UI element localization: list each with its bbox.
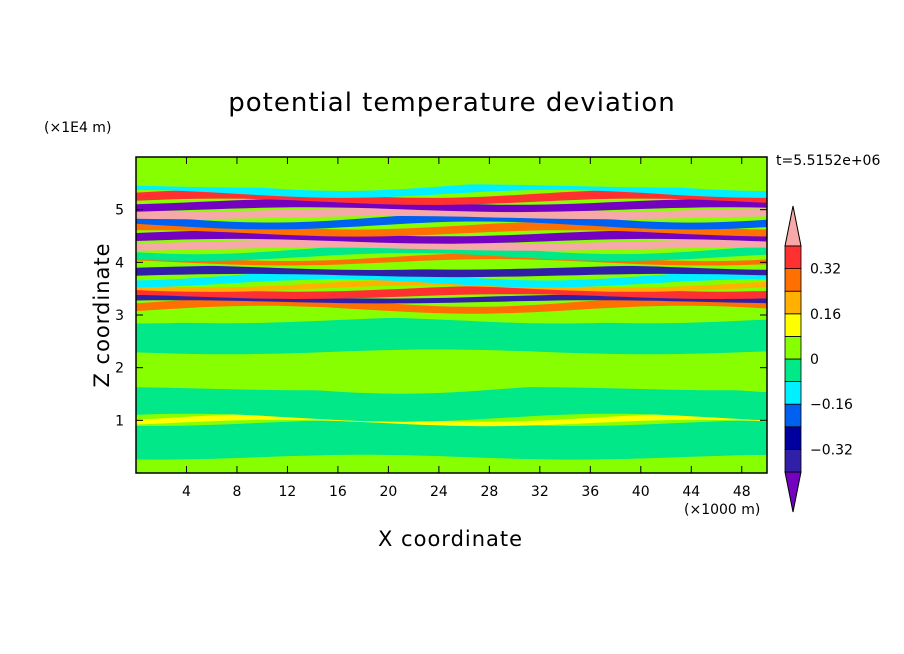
time-label: t=5.5152e+06 <box>776 153 881 169</box>
field-band <box>136 253 767 266</box>
colorbar-segment <box>784 358 802 383</box>
x-tick-label: 24 <box>430 484 448 500</box>
x-axis-unit: (×1000 m) <box>684 502 761 518</box>
colorbar-segment <box>784 290 802 315</box>
x-tick-label: 4 <box>182 484 191 500</box>
colorbar-segment <box>784 448 802 473</box>
colorbar-segment <box>784 313 802 337</box>
colorbar-segment <box>784 403 802 428</box>
x-tick-label: 28 <box>480 484 498 500</box>
colorbar-segment <box>784 426 802 450</box>
x-tick-label: 16 <box>329 484 347 500</box>
x-tick-label: 40 <box>632 484 650 500</box>
field-band <box>136 305 767 324</box>
field-band <box>136 349 767 391</box>
y-tick-label: 1 <box>115 413 124 429</box>
y-axis-unit: (×1E4 m) <box>44 120 112 136</box>
field-band <box>136 455 767 473</box>
colorbar-extend-high <box>784 205 802 247</box>
chart-title: potential temperature deviation <box>228 88 676 118</box>
y-tick-label: 4 <box>115 255 124 271</box>
field-band <box>136 207 767 220</box>
x-tick-label: 12 <box>279 484 297 500</box>
x-tick-label: 8 <box>232 484 241 500</box>
field-band <box>136 244 767 262</box>
field-band <box>136 239 767 251</box>
field-band <box>136 383 767 422</box>
x-axis-ticks: 4 8 12 16 20 24 28 32 36 40 44 48 <box>182 157 751 500</box>
colorbar-tick-label: −0.16 <box>810 397 853 413</box>
colorbar-tick-label: 0.32 <box>810 262 841 278</box>
colorbar-segment <box>784 268 802 292</box>
x-tick-label: 20 <box>379 484 397 500</box>
y-axis-ticks: 1 2 3 4 5 <box>115 203 767 429</box>
x-axis-label: X coordinate <box>378 527 524 551</box>
colorbar-segment <box>784 335 802 360</box>
x-tick-label: 44 <box>682 484 700 500</box>
colorbar-tick-label: 0.16 <box>810 307 841 323</box>
colorbar: 0.32 0.16 0 −0.16 −0.32 <box>784 205 853 513</box>
field-band <box>136 270 767 288</box>
contour-field <box>136 157 767 473</box>
y-tick-label: 3 <box>115 308 124 324</box>
x-tick-label: 32 <box>531 484 549 500</box>
field-band <box>136 198 767 213</box>
field-band <box>136 317 767 355</box>
colorbar-segment <box>784 245 802 270</box>
x-tick-label: 36 <box>581 484 599 500</box>
colorbar-tick-label: −0.32 <box>810 442 853 458</box>
y-tick-label: 5 <box>115 203 124 219</box>
field-band <box>136 420 767 460</box>
field-band <box>136 279 767 292</box>
y-tick-label: 2 <box>115 361 124 377</box>
field-band <box>136 212 767 230</box>
colorbar-segment <box>784 381 802 405</box>
field-band <box>136 294 767 304</box>
x-tick-label: 48 <box>733 484 751 500</box>
field-band <box>136 157 767 188</box>
colorbar-tick-label: 0 <box>810 352 819 368</box>
colorbar-extend-low <box>784 471 802 513</box>
